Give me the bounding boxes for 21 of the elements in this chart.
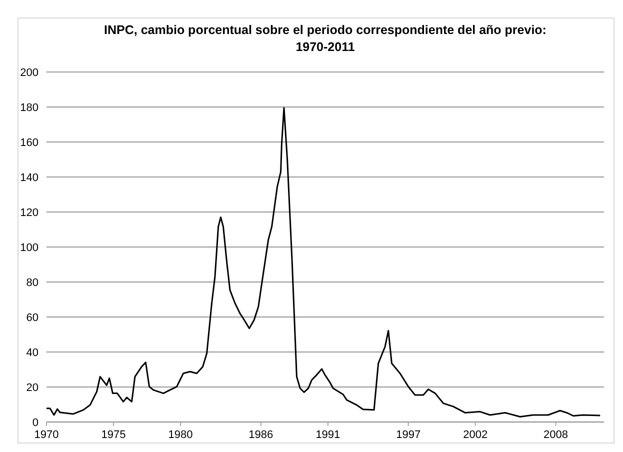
- y-tick-label: 140: [20, 172, 38, 184]
- y-tick-label: 160: [20, 136, 38, 149]
- x-tick-label: 1997: [396, 429, 421, 441]
- x-tick-label: 2002: [463, 429, 488, 441]
- y-tick-label: 0: [32, 416, 38, 429]
- y-tick-label: 100: [20, 242, 38, 254]
- y-tick-label: 120: [20, 206, 38, 219]
- x-tick-label: 1991: [316, 429, 340, 441]
- y-tick-label: 180: [20, 102, 38, 114]
- y-tick-label: 80: [26, 276, 38, 289]
- x-tick-label: 1986: [248, 429, 274, 441]
- x-tick-label: 2008: [544, 429, 568, 441]
- x-tick-label: 1970: [34, 429, 59, 441]
- x-tick-label: 1980: [168, 429, 193, 441]
- y-tick-label: 20: [26, 382, 38, 394]
- y-tick-label: 60: [26, 312, 38, 324]
- y-tick-label: 200: [20, 66, 38, 79]
- y-tick-label: 40: [26, 346, 38, 359]
- x-tick-label: 1975: [101, 429, 126, 441]
- line-series: [46, 107, 601, 418]
- chart-title: INPC, cambio porcentual sobre el periodo correspondiente del año previo: 1970-2011: [104, 23, 546, 54]
